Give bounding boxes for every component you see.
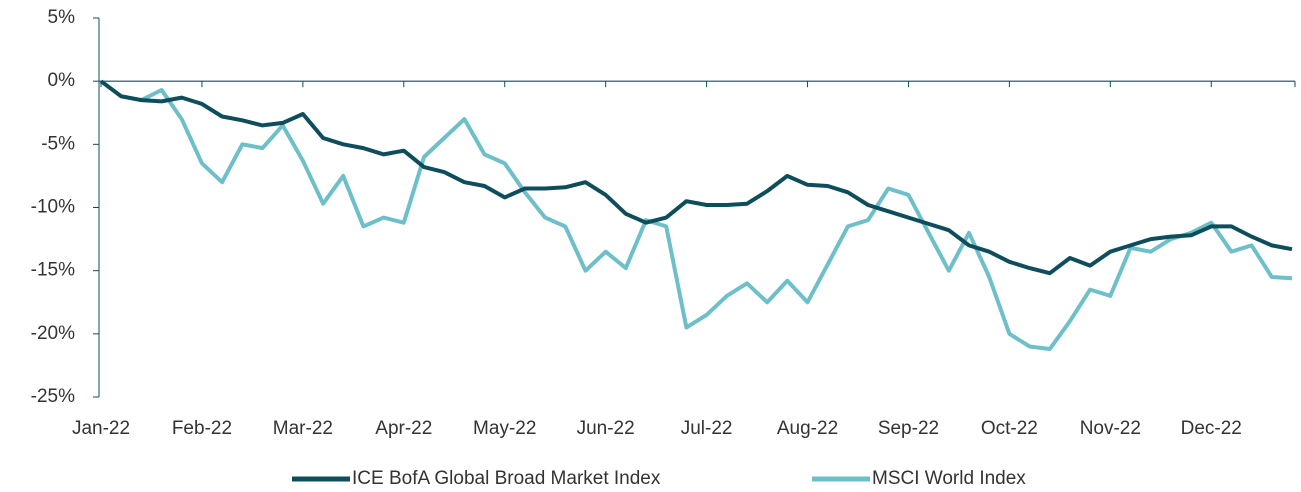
x-tick-label: Jan-22: [72, 418, 130, 439]
y-tick-label: -25%: [31, 386, 75, 407]
x-tick-label: Feb-22: [172, 418, 232, 439]
y-tick-label: -10%: [31, 197, 75, 218]
x-tick-label: Oct-22: [981, 418, 1038, 439]
y-tick-label: -15%: [31, 260, 75, 281]
x-tick-label: Sep-22: [878, 418, 939, 439]
y-tick-label: 5%: [48, 7, 76, 28]
y-tick-label: -20%: [31, 323, 75, 344]
series-line: [99, 79, 1293, 276]
legend-label: ICE BofA Global Broad Market Index: [352, 468, 661, 489]
x-tick-label: Jun-22: [577, 418, 635, 439]
y-tick-label: 0%: [48, 70, 76, 91]
series-line: [99, 79, 1293, 351]
x-tick-label: May-22: [473, 418, 536, 439]
x-tick-label: Mar-22: [273, 418, 333, 439]
x-tick-label: Jul-22: [681, 418, 733, 439]
y-tick-label: -5%: [41, 133, 75, 154]
x-tick-label: Dec-22: [1181, 418, 1242, 439]
x-tick-label: Aug-22: [777, 418, 838, 439]
legend-label: MSCI World Index: [872, 468, 1026, 489]
x-tick-label: Nov-22: [1080, 418, 1141, 439]
x-tick-label: Apr-22: [375, 418, 432, 439]
